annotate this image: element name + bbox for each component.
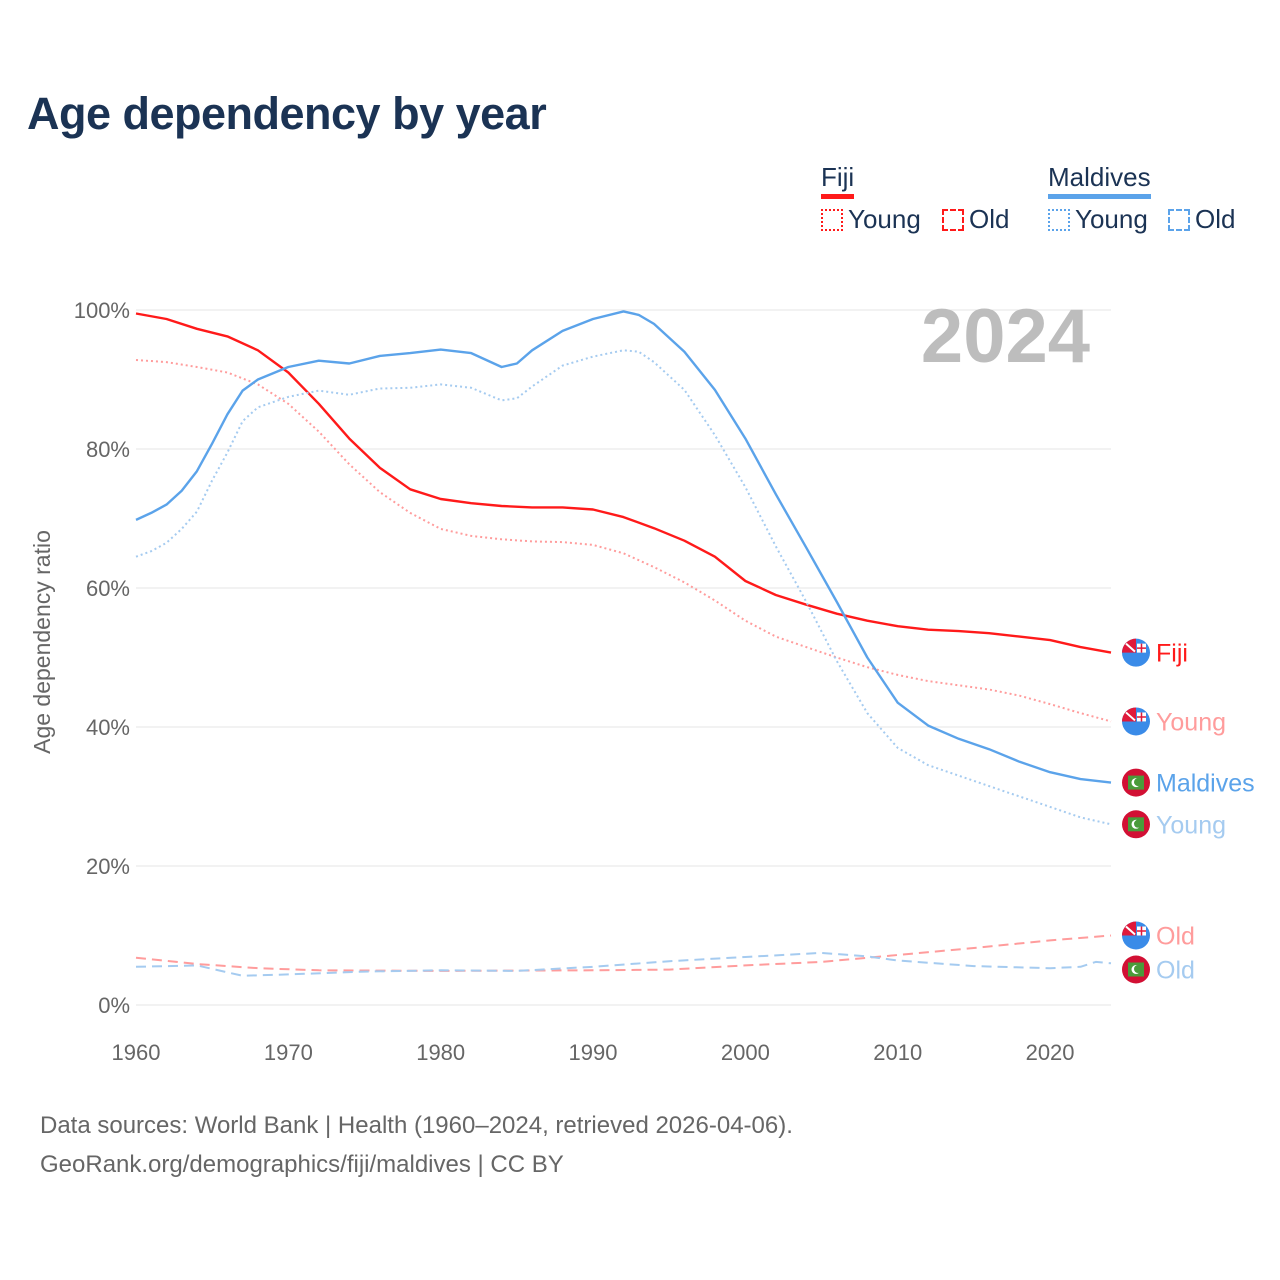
series-end-label: Old xyxy=(1156,957,1195,985)
legend-fiji-young[interactable]: Young xyxy=(821,204,921,235)
series-end-label: Maldives xyxy=(1156,770,1255,798)
series-end-label: Fiji xyxy=(1156,640,1188,668)
dotted-swatch-icon xyxy=(1048,209,1070,231)
x-tick-label: 1990 xyxy=(569,1040,618,1065)
x-tick-label: 2000 xyxy=(721,1040,770,1065)
year-watermark: 2024 xyxy=(921,294,1090,379)
maldives-flag-icon xyxy=(1122,955,1150,984)
y-tick-label: 80% xyxy=(86,437,130,462)
y-tick-label: 40% xyxy=(86,715,130,740)
fiji-flag-icon xyxy=(1122,707,1150,736)
series-line-fiji-young xyxy=(135,359,1112,723)
x-tick-label: 2010 xyxy=(873,1040,922,1065)
series-end-label: Young xyxy=(1156,811,1226,839)
series-line-fiji xyxy=(135,312,1112,654)
legend-maldives-label: Maldives xyxy=(1048,162,1151,199)
series-line-maldives-young xyxy=(135,349,1112,826)
dashed-swatch-icon xyxy=(942,209,964,231)
dotted-swatch-icon xyxy=(821,209,843,231)
data-source: Data sources: World Bank | Health (1960–… xyxy=(40,1112,793,1139)
series-line-maldives xyxy=(135,310,1112,784)
series-line-maldives-old xyxy=(135,951,1112,977)
y-tick-label: 0% xyxy=(98,993,130,1018)
fiji-flag-icon xyxy=(1122,921,1150,950)
legend-fiji-label: Fiji xyxy=(821,162,855,199)
chart-title: Age dependency by year xyxy=(27,88,547,139)
legend-label: Old xyxy=(969,204,1010,234)
series-end-label: Old xyxy=(1156,923,1195,951)
fiji-flag-icon xyxy=(1122,638,1150,667)
x-tick-label: 1970 xyxy=(264,1040,313,1065)
x-tick-label: 1960 xyxy=(112,1040,161,1065)
x-tick-label: 1980 xyxy=(416,1040,465,1065)
series-end-label: Young xyxy=(1156,708,1226,736)
legend-group-fiji[interactable]: Fiji xyxy=(821,162,855,199)
footer: Data sources: World Bank | Health (1960–… xyxy=(40,1106,793,1184)
legend-fiji-old[interactable]: Old xyxy=(942,204,1009,235)
dashed-swatch-icon xyxy=(1168,209,1190,231)
legend-group-maldives[interactable]: Maldives xyxy=(1048,162,1151,199)
maldives-flag-icon xyxy=(1122,810,1150,839)
source-link[interactable]: GeoRank.org/demographics/fiji/maldives |… xyxy=(40,1151,564,1178)
legend-maldives-young[interactable]: Young xyxy=(1048,204,1148,235)
y-axis-label: Age dependency ratio xyxy=(29,530,55,754)
y-tick-label: 60% xyxy=(86,576,130,601)
y-tick-label: 100% xyxy=(74,298,130,323)
x-tick-label: 2020 xyxy=(1026,1040,1075,1065)
series-line-fiji-old xyxy=(135,934,1112,972)
maldives-flag-icon xyxy=(1122,768,1150,797)
legend-label: Young xyxy=(1075,204,1148,234)
legend-label: Young xyxy=(848,204,921,234)
legend-label: Old xyxy=(1195,204,1236,234)
y-tick-label: 20% xyxy=(86,854,130,879)
legend-maldives-old[interactable]: Old xyxy=(1168,204,1235,235)
